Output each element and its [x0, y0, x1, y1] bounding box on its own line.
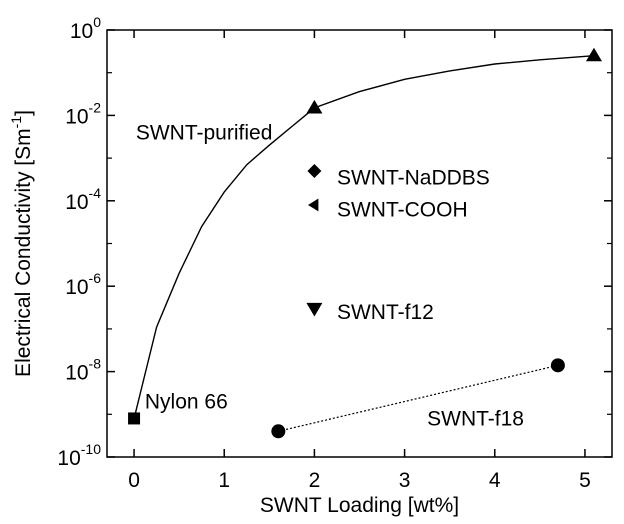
y-axis-title-main: Electrical Conductivity [Sm: [12, 128, 35, 377]
y-axis-title-sup: -1: [8, 116, 24, 129]
annotation-cooh: SWNT-COOH: [337, 198, 468, 221]
x-tick-label: 5: [579, 469, 591, 492]
y-axis-title: Electrical Conductivity [Sm-1]: [8, 110, 35, 377]
labels-layer: SWNT-purified SWNT-NaDDBS SWNT-COOH SWNT-f1…: [136, 121, 524, 430]
marker-swnt-f18: [271, 424, 286, 439]
marker-swnt-purified: [306, 99, 323, 114]
y-tick-base: 10: [65, 105, 88, 128]
marker-swnt-f12: [306, 302, 323, 317]
y-tick-label: 10-10: [57, 441, 101, 470]
y-tick-label: 10-8: [65, 356, 101, 385]
marker-swnt-purified: [585, 47, 602, 62]
y-tick-label: 10-4: [65, 185, 101, 214]
y-tick-base: 10: [70, 20, 93, 43]
points-layer: [128, 47, 602, 439]
x-axis-title: SWNT Loading [wt%]: [260, 494, 459, 517]
y-tick-base: 10: [65, 191, 88, 214]
titles-layer: SWNT Loading [wt%] Electrical Conductivit…: [8, 110, 459, 517]
y-tick-exponent: -8: [89, 356, 102, 372]
x-tick-label: 2: [309, 469, 321, 492]
y-tick-exponent: -6: [89, 270, 102, 286]
x-tick-label: 3: [399, 469, 411, 492]
y-tick-label: 100: [70, 14, 101, 43]
y-tick-exponent: 0: [93, 14, 101, 30]
y-tick-exponent: -4: [89, 185, 102, 201]
y-tick-base: 10: [65, 276, 88, 299]
annotation-f18: SWNT-f18: [427, 408, 524, 431]
y-tick-label: 10-2: [65, 99, 101, 128]
marker-swnt-f18: [550, 358, 565, 373]
annotation-purified: SWNT-purified: [136, 121, 273, 144]
x-tick-label: 4: [489, 469, 501, 492]
y-tick-label: 10-6: [65, 270, 101, 299]
annotation-f12: SWNT-f12: [337, 301, 434, 324]
marker-swnt-naddbs: [307, 163, 322, 178]
y-axis-title-tail: ]: [12, 110, 35, 116]
y-tick-base: 10: [65, 362, 88, 385]
curves-layer: [133, 55, 595, 432]
x-tick-label: 0: [128, 469, 140, 492]
annotation-naddbs: SWNT-NaDDBS: [337, 166, 490, 189]
marker-nylon-66: [128, 412, 141, 425]
curve-swnt-purified: [133, 55, 595, 419]
annotation-nylon: Nylon 66: [145, 390, 228, 413]
x-tick-label: 1: [218, 469, 230, 492]
y-tick-exponent: -2: [89, 99, 102, 115]
y-tick-base: 10: [57, 447, 80, 470]
y-tick-exponent: -10: [81, 441, 101, 457]
marker-swnt-cooh: [308, 198, 319, 212]
